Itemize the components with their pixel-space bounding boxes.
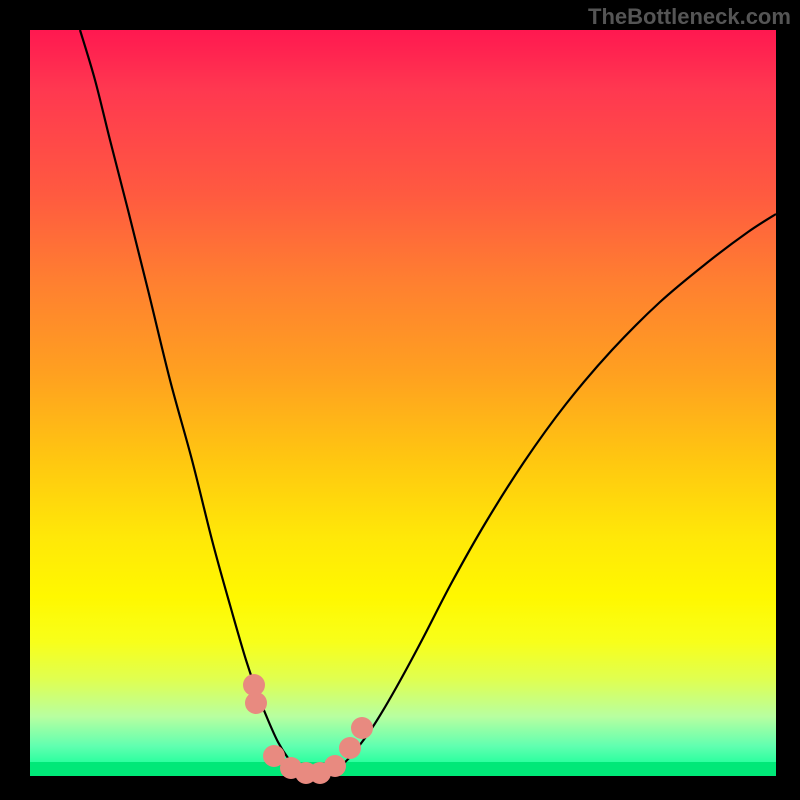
data-point <box>324 755 346 777</box>
data-point <box>351 717 373 739</box>
chart-container: { "canvas": { "width": 800, "height": 80… <box>0 0 800 800</box>
right-curve <box>312 214 776 776</box>
watermark-text: TheBottleneck.com <box>588 4 791 30</box>
curve-layer <box>0 0 800 800</box>
left-curve <box>80 30 312 776</box>
dot-group <box>243 674 373 784</box>
data-point <box>339 737 361 759</box>
data-point <box>245 692 267 714</box>
